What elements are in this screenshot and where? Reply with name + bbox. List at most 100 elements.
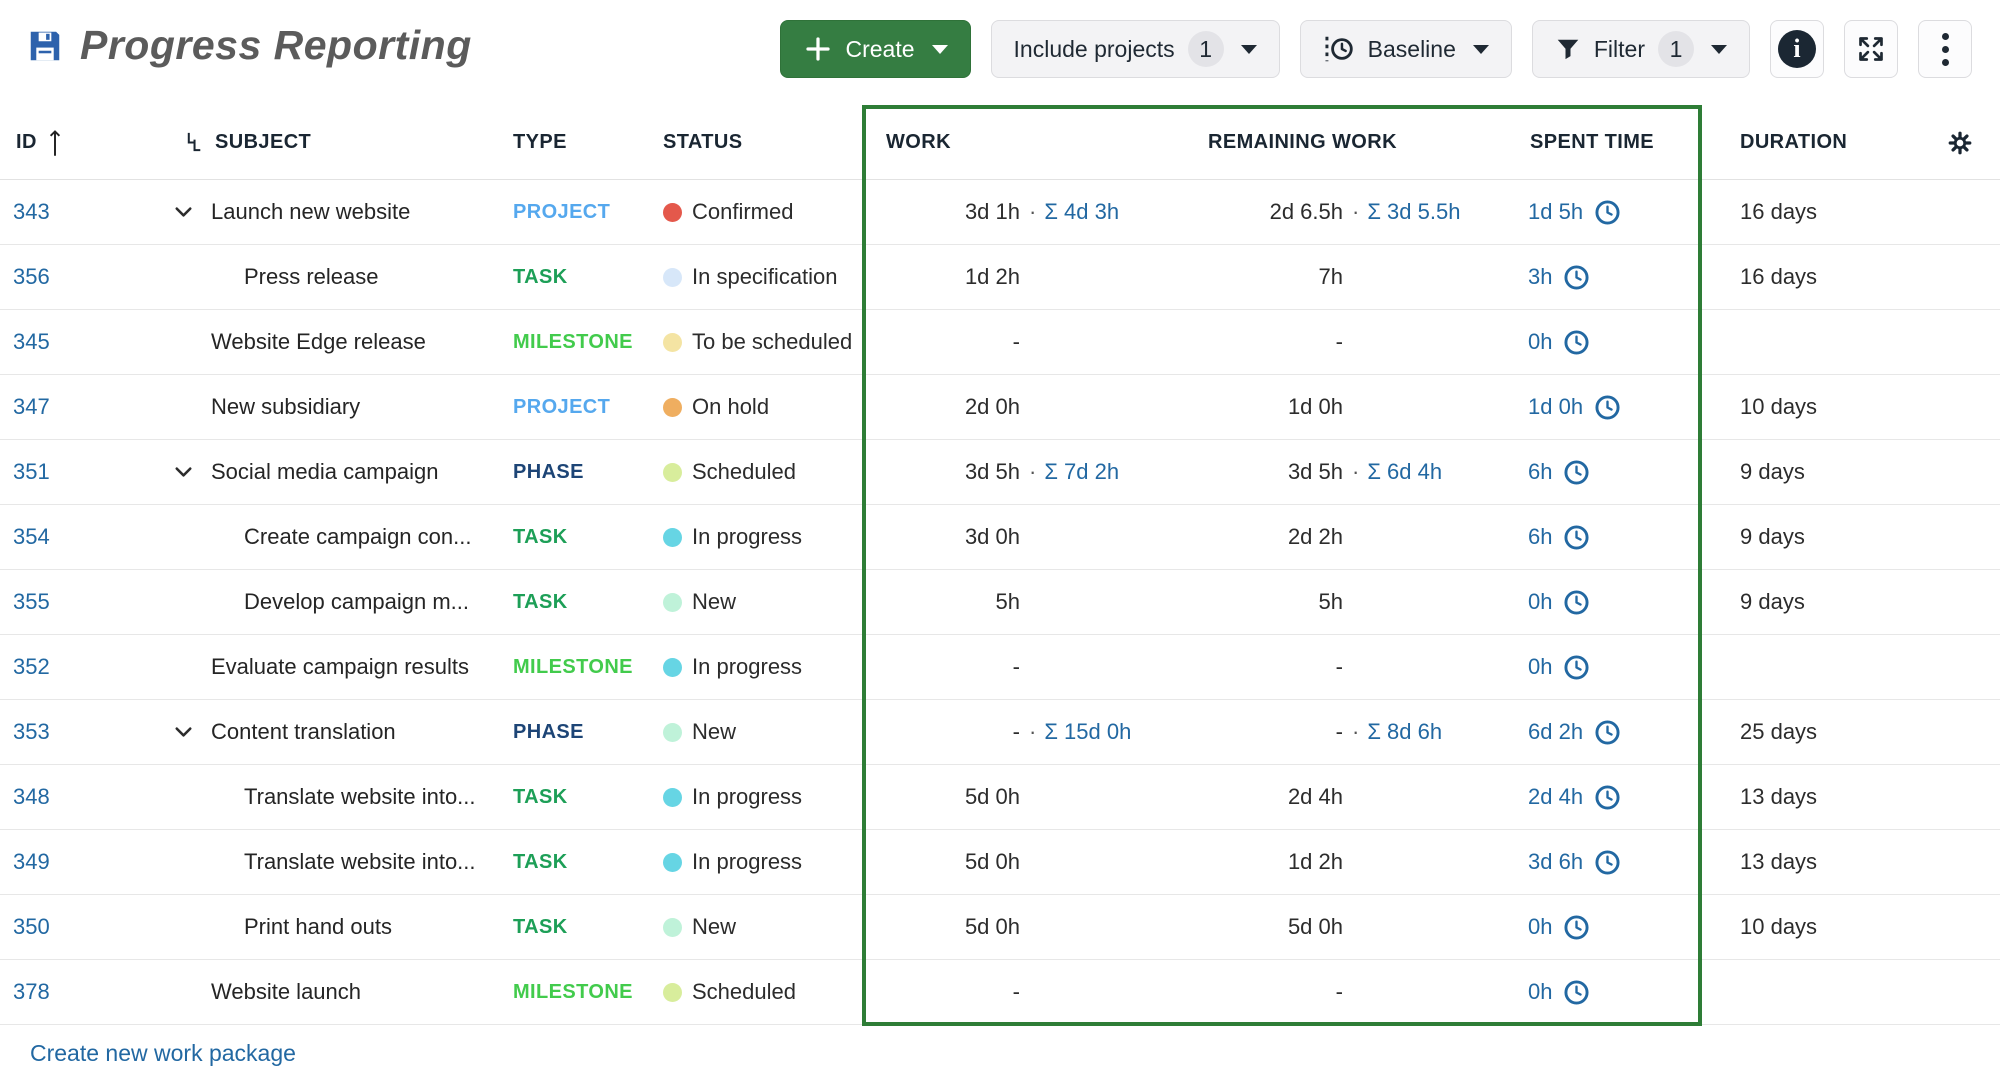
- work-package-id-link[interactable]: 352: [13, 654, 50, 679]
- table-row[interactable]: 354 Create campaign con... TASK In progress…: [0, 505, 2000, 570]
- spent-time-link[interactable]: 6d 2h: [1528, 719, 1584, 744]
- type-cell[interactable]: TASK: [513, 266, 663, 289]
- subject-cell[interactable]: Develop campaign m...: [140, 589, 513, 615]
- status-cell[interactable]: Scheduled: [663, 459, 866, 485]
- spent-time-clock-icon[interactable]: [1563, 654, 1590, 681]
- remaining-work-cell[interactable]: 7h: [1190, 264, 1490, 290]
- type-cell[interactable]: TASK: [513, 851, 663, 874]
- duration-cell[interactable]: 10 days: [1740, 394, 1818, 419]
- include-projects-button[interactable]: Include projects 1: [990, 20, 1280, 78]
- spent-time-link[interactable]: 3h: [1528, 264, 1553, 289]
- remaining-work-cell[interactable]: -: [1190, 979, 1490, 1005]
- column-header-spent-time[interactable]: SPENT TIME: [1490, 131, 1700, 154]
- subject-cell[interactable]: Create campaign con...: [140, 524, 513, 550]
- table-row[interactable]: 352 Evaluate campaign results MILESTONE In …: [0, 635, 2000, 700]
- remaining-work-cell[interactable]: 2d 2h: [1190, 524, 1490, 550]
- table-row[interactable]: 355 Develop campaign m... TASK New 5h 5h 0h 9 d…: [0, 570, 2000, 635]
- subject-cell[interactable]: Translate website into...: [140, 784, 513, 810]
- subject-cell[interactable]: Print hand outs: [140, 914, 513, 940]
- work-package-id-link[interactable]: 351: [13, 459, 50, 484]
- spent-time-clock-icon[interactable]: [1563, 914, 1590, 941]
- type-cell[interactable]: TASK: [513, 916, 663, 939]
- spent-time-link[interactable]: 0h: [1528, 654, 1553, 679]
- duration-cell[interactable]: 9 days: [1740, 459, 1805, 484]
- spent-time-link[interactable]: 1d 0h: [1528, 394, 1584, 419]
- column-header-id[interactable]: ID: [0, 128, 140, 158]
- work-cell[interactable]: -: [866, 979, 1190, 1005]
- duration-cell[interactable]: 13 days: [1740, 784, 1818, 809]
- spent-time-clock-icon[interactable]: [1563, 589, 1590, 616]
- spent-time-link[interactable]: 0h: [1528, 979, 1553, 1004]
- table-row[interactable]: 348 Translate website into... TASK In progr…: [0, 765, 2000, 830]
- subject-cell[interactable]: Translate website into...: [140, 849, 513, 875]
- collapse-chevron-icon[interactable]: [170, 459, 197, 485]
- work-package-id-link[interactable]: 348: [13, 784, 50, 809]
- type-cell[interactable]: TASK: [513, 591, 663, 614]
- subject-cell[interactable]: Website launch: [140, 979, 513, 1005]
- remaining-work-cell-sum-link[interactable]: Σ 6d 4h: [1367, 459, 1443, 484]
- spent-time-clock-icon[interactable]: [1563, 524, 1590, 551]
- work-cell[interactable]: 2d 0h: [866, 394, 1190, 420]
- spent-time-link[interactable]: 0h: [1528, 329, 1553, 354]
- column-header-work[interactable]: WORK: [866, 131, 1190, 154]
- status-cell[interactable]: To be scheduled: [663, 329, 866, 355]
- table-row[interactable]: 347 New subsidiary PROJECT On hold 2d 0h 1d 0…: [0, 375, 2000, 440]
- spent-time-link[interactable]: 6h: [1528, 524, 1553, 549]
- type-cell[interactable]: MILESTONE: [513, 981, 663, 1004]
- status-cell[interactable]: In specification: [663, 264, 866, 290]
- work-package-id-link[interactable]: 345: [13, 329, 50, 354]
- spent-time-clock-icon[interactable]: [1563, 979, 1590, 1006]
- type-cell[interactable]: PHASE: [513, 461, 663, 484]
- status-cell[interactable]: New: [663, 719, 866, 745]
- remaining-work-cell[interactable]: 2d 4h: [1190, 784, 1490, 810]
- remaining-work-cell[interactable]: 1d 2h: [1190, 849, 1490, 875]
- duration-cell[interactable]: 9 days: [1740, 524, 1805, 549]
- status-cell[interactable]: In progress: [663, 524, 866, 550]
- work-cell[interactable]: 3d 0h: [866, 524, 1190, 550]
- spent-time-cell[interactable]: 1d 5h: [1490, 199, 1700, 226]
- spent-time-clock-icon[interactable]: [1594, 784, 1621, 811]
- duration-cell[interactable]: 9 days: [1740, 589, 1805, 614]
- work-package-id-link[interactable]: 353: [13, 719, 50, 744]
- duration-cell[interactable]: 25 days: [1740, 719, 1818, 744]
- spent-time-cell[interactable]: 3d 6h: [1490, 849, 1700, 876]
- work-package-id-link[interactable]: 350: [13, 914, 50, 939]
- work-cell[interactable]: - · Σ 15d 0h: [866, 719, 1190, 745]
- work-cell[interactable]: 5d 0h: [866, 784, 1190, 810]
- spent-time-link[interactable]: 2d 4h: [1528, 784, 1584, 809]
- work-cell[interactable]: 1d 2h: [866, 264, 1190, 290]
- spent-time-cell[interactable]: 6h: [1490, 524, 1700, 551]
- spent-time-cell[interactable]: 6h: [1490, 459, 1700, 486]
- column-header-status[interactable]: STATUS: [663, 131, 866, 154]
- work-package-id-link[interactable]: 347: [13, 394, 50, 419]
- spent-time-link[interactable]: 1d 5h: [1528, 199, 1584, 224]
- spent-time-clock-icon[interactable]: [1594, 849, 1621, 876]
- status-cell[interactable]: In progress: [663, 784, 866, 810]
- status-cell[interactable]: New: [663, 589, 866, 615]
- type-cell[interactable]: MILESTONE: [513, 656, 663, 679]
- column-header-duration[interactable]: DURATION: [1700, 131, 1920, 154]
- table-row[interactable]: 345 Website Edge release MILESTONE To be sc…: [0, 310, 2000, 375]
- remaining-work-cell[interactable]: 2d 6.5h · Σ 3d 5.5h: [1190, 199, 1490, 225]
- work-package-id-link[interactable]: 349: [13, 849, 50, 874]
- spent-time-cell[interactable]: 0h: [1490, 914, 1700, 941]
- duration-cell[interactable]: 10 days: [1740, 914, 1818, 939]
- table-row[interactable]: 351 Social media campaign PHASE Scheduled 3d…: [0, 440, 2000, 505]
- baseline-button[interactable]: Baseline: [1299, 20, 1512, 78]
- type-cell[interactable]: PROJECT: [513, 396, 663, 419]
- status-cell[interactable]: New: [663, 914, 866, 940]
- spent-time-clock-icon[interactable]: [1563, 264, 1590, 291]
- remaining-work-cell[interactable]: - · Σ 8d 6h: [1190, 719, 1490, 745]
- status-cell[interactable]: In progress: [663, 654, 866, 680]
- subject-cell[interactable]: Evaluate campaign results: [140, 654, 513, 680]
- spent-time-cell[interactable]: 0h: [1490, 654, 1700, 681]
- work-cell[interactable]: 5d 0h: [866, 914, 1190, 940]
- remaining-work-cell-sum-link[interactable]: Σ 3d 5.5h: [1367, 199, 1461, 224]
- spent-time-cell[interactable]: 0h: [1490, 329, 1700, 356]
- work-cell[interactable]: -: [866, 329, 1190, 355]
- spent-time-link[interactable]: 3d 6h: [1528, 849, 1584, 874]
- duration-cell[interactable]: 16 days: [1740, 199, 1818, 224]
- spent-time-cell[interactable]: 6d 2h: [1490, 719, 1700, 746]
- spent-time-clock-icon[interactable]: [1563, 329, 1590, 356]
- spent-time-link[interactable]: 0h: [1528, 914, 1553, 939]
